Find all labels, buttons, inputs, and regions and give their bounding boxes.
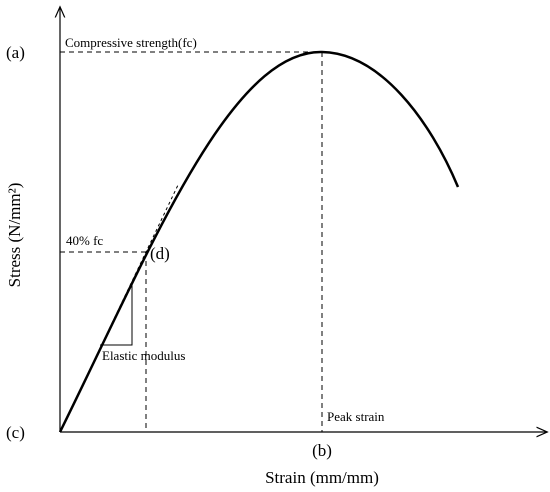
x-axis-label: Strain (mm/mm) xyxy=(265,468,379,487)
point-b: (b) xyxy=(312,441,332,460)
slope-triangle xyxy=(100,285,133,346)
peak-label: Peak strain xyxy=(327,409,385,424)
stress-strain-curve xyxy=(58,50,460,433)
forty-label: 40% fc xyxy=(66,233,103,248)
point-d: (d) xyxy=(150,244,170,263)
tangent-line xyxy=(59,184,179,433)
modulus-label: Elastic modulus xyxy=(102,348,185,363)
point-a: (a) xyxy=(6,43,25,62)
y-axis-label: Stress (N/mm²) xyxy=(5,183,24,288)
fc-label: Compressive strength(fc) xyxy=(65,35,197,50)
point-c: (c) xyxy=(6,423,25,442)
